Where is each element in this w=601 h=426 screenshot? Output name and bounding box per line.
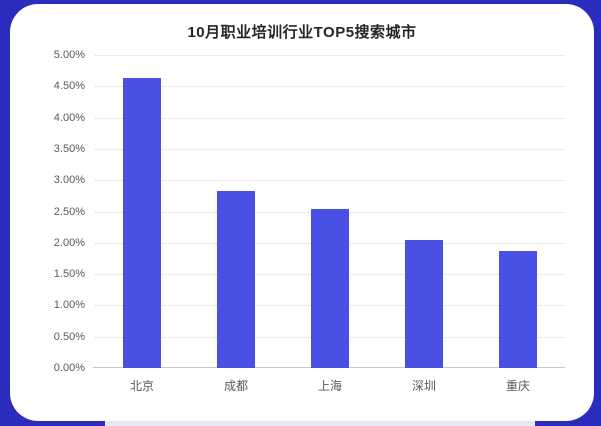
- x-axis-tick-label: 上海: [317, 379, 342, 393]
- bar-深圳: [405, 240, 443, 368]
- gridline: [95, 180, 565, 182]
- x-axis-tick-label: 深圳: [411, 379, 436, 393]
- y-axis-tick-label: 5.00%: [53, 49, 85, 61]
- bar-北京: [123, 78, 161, 368]
- x-axis-tick-label: 重庆: [505, 379, 530, 393]
- chart-title: 10月职业培训行业TOP5搜索城市: [187, 24, 417, 41]
- y-axis-tick-label: 0.00%: [53, 362, 85, 374]
- gridline: [95, 55, 565, 56]
- y-axis-tick-label: 4.00%: [53, 111, 85, 124]
- plot-area: 0.00% 0.50% 1.00% 1.50% 2.00% 2.50% 3.00% 3.50%…: [54, 49, 565, 393]
- y-axis-tick-label: 1.50%: [53, 268, 85, 281]
- y-axis-tick-label: 3.50%: [53, 142, 85, 155]
- y-axis-tick-label: 0.50%: [53, 330, 85, 343]
- y-axis-tick-label: 3.00%: [53, 174, 85, 187]
- bar-重庆: [499, 251, 537, 368]
- chart-card: 10月职业培训行业TOP5搜索城市 0.00% 0.50% 1.00% 1.50% 2.…: [10, 4, 594, 421]
- gridline: [95, 86, 565, 88]
- bar-成都: [217, 191, 255, 368]
- y-axis-tick-label: 2.00%: [53, 236, 85, 249]
- y-axis-tick-label: 4.50%: [53, 80, 85, 93]
- y-axis-tick-label: 2.50%: [53, 205, 85, 218]
- gridline: [95, 117, 565, 119]
- y-axis-tick-label: 1.00%: [53, 299, 85, 312]
- bar-上海: [311, 209, 349, 368]
- gridline: [95, 148, 565, 150]
- x-axis-tick-label: 成都: [223, 379, 248, 393]
- x-axis-tick-label: 北京: [129, 379, 154, 393]
- bottom-strip: [105, 421, 535, 426]
